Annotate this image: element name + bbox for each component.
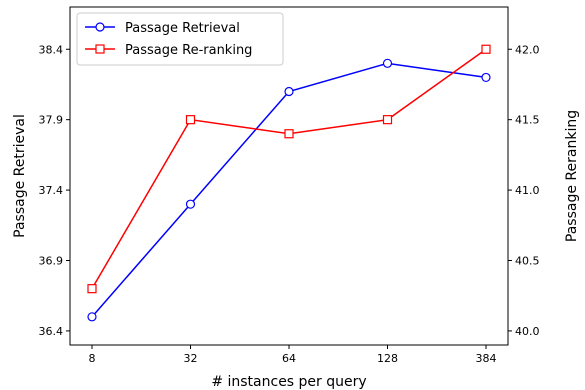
data-point-retrieval [284,86,294,97]
data-point-reranking [382,115,393,125]
x-tick-label: 128 [377,352,398,365]
left-y-tick-label: 36.9 [39,255,64,268]
right-y-tick-label: 41.5 [515,114,540,127]
data-point-reranking [185,115,196,125]
legend-box [76,12,284,66]
data-point-retrieval [185,199,196,209]
right-y-tick-label: 41.0 [515,184,540,197]
x-tick-label: 8 [89,352,96,365]
left-y-tick-label: 37.4 [39,184,64,197]
data-point-reranking [87,284,97,294]
data-point-reranking [481,44,491,54]
data-point-reranking [284,129,294,139]
left-y-tick-label: 36.4 [39,325,64,338]
legend: Passage Retrieval Passage Re-ranking [76,12,284,66]
x-tick-label: 64 [282,352,296,365]
data-point-retrieval [481,72,491,83]
right-y-tick-label: 40.0 [515,325,540,338]
legend-label-reranking: Passage Re-ranking [125,43,252,58]
left-y-tick-label: 37.9 [39,114,64,127]
left-y-axis-label: Passage Retrieval [12,114,28,238]
x-axis-ticks: 8 32 64 128 384 [89,345,497,365]
legend-label-retrieval: Passage Retrieval [125,21,240,36]
right-y-axis-ticks: 40.0 40.5 41.0 41.5 42.0 [508,43,540,338]
data-point-retrieval [382,58,393,68]
x-axis-label: # instances per query [211,374,366,390]
right-y-tick-label: 42.0 [515,43,540,56]
legend-marker-retrieval [95,22,105,32]
left-y-tick-label: 38.4 [39,43,64,56]
x-tick-label: 32 [184,352,198,365]
right-y-tick-label: 40.5 [515,255,540,268]
x-tick-label: 384 [476,352,497,365]
right-y-axis-label: Passage Reranking [564,110,580,242]
data-point-retrieval [87,312,97,322]
legend-marker-reranking [95,44,105,54]
left-y-axis-ticks: 36.4 36.9 37.4 37.9 38.4 [39,43,70,338]
series-layer [87,44,491,322]
